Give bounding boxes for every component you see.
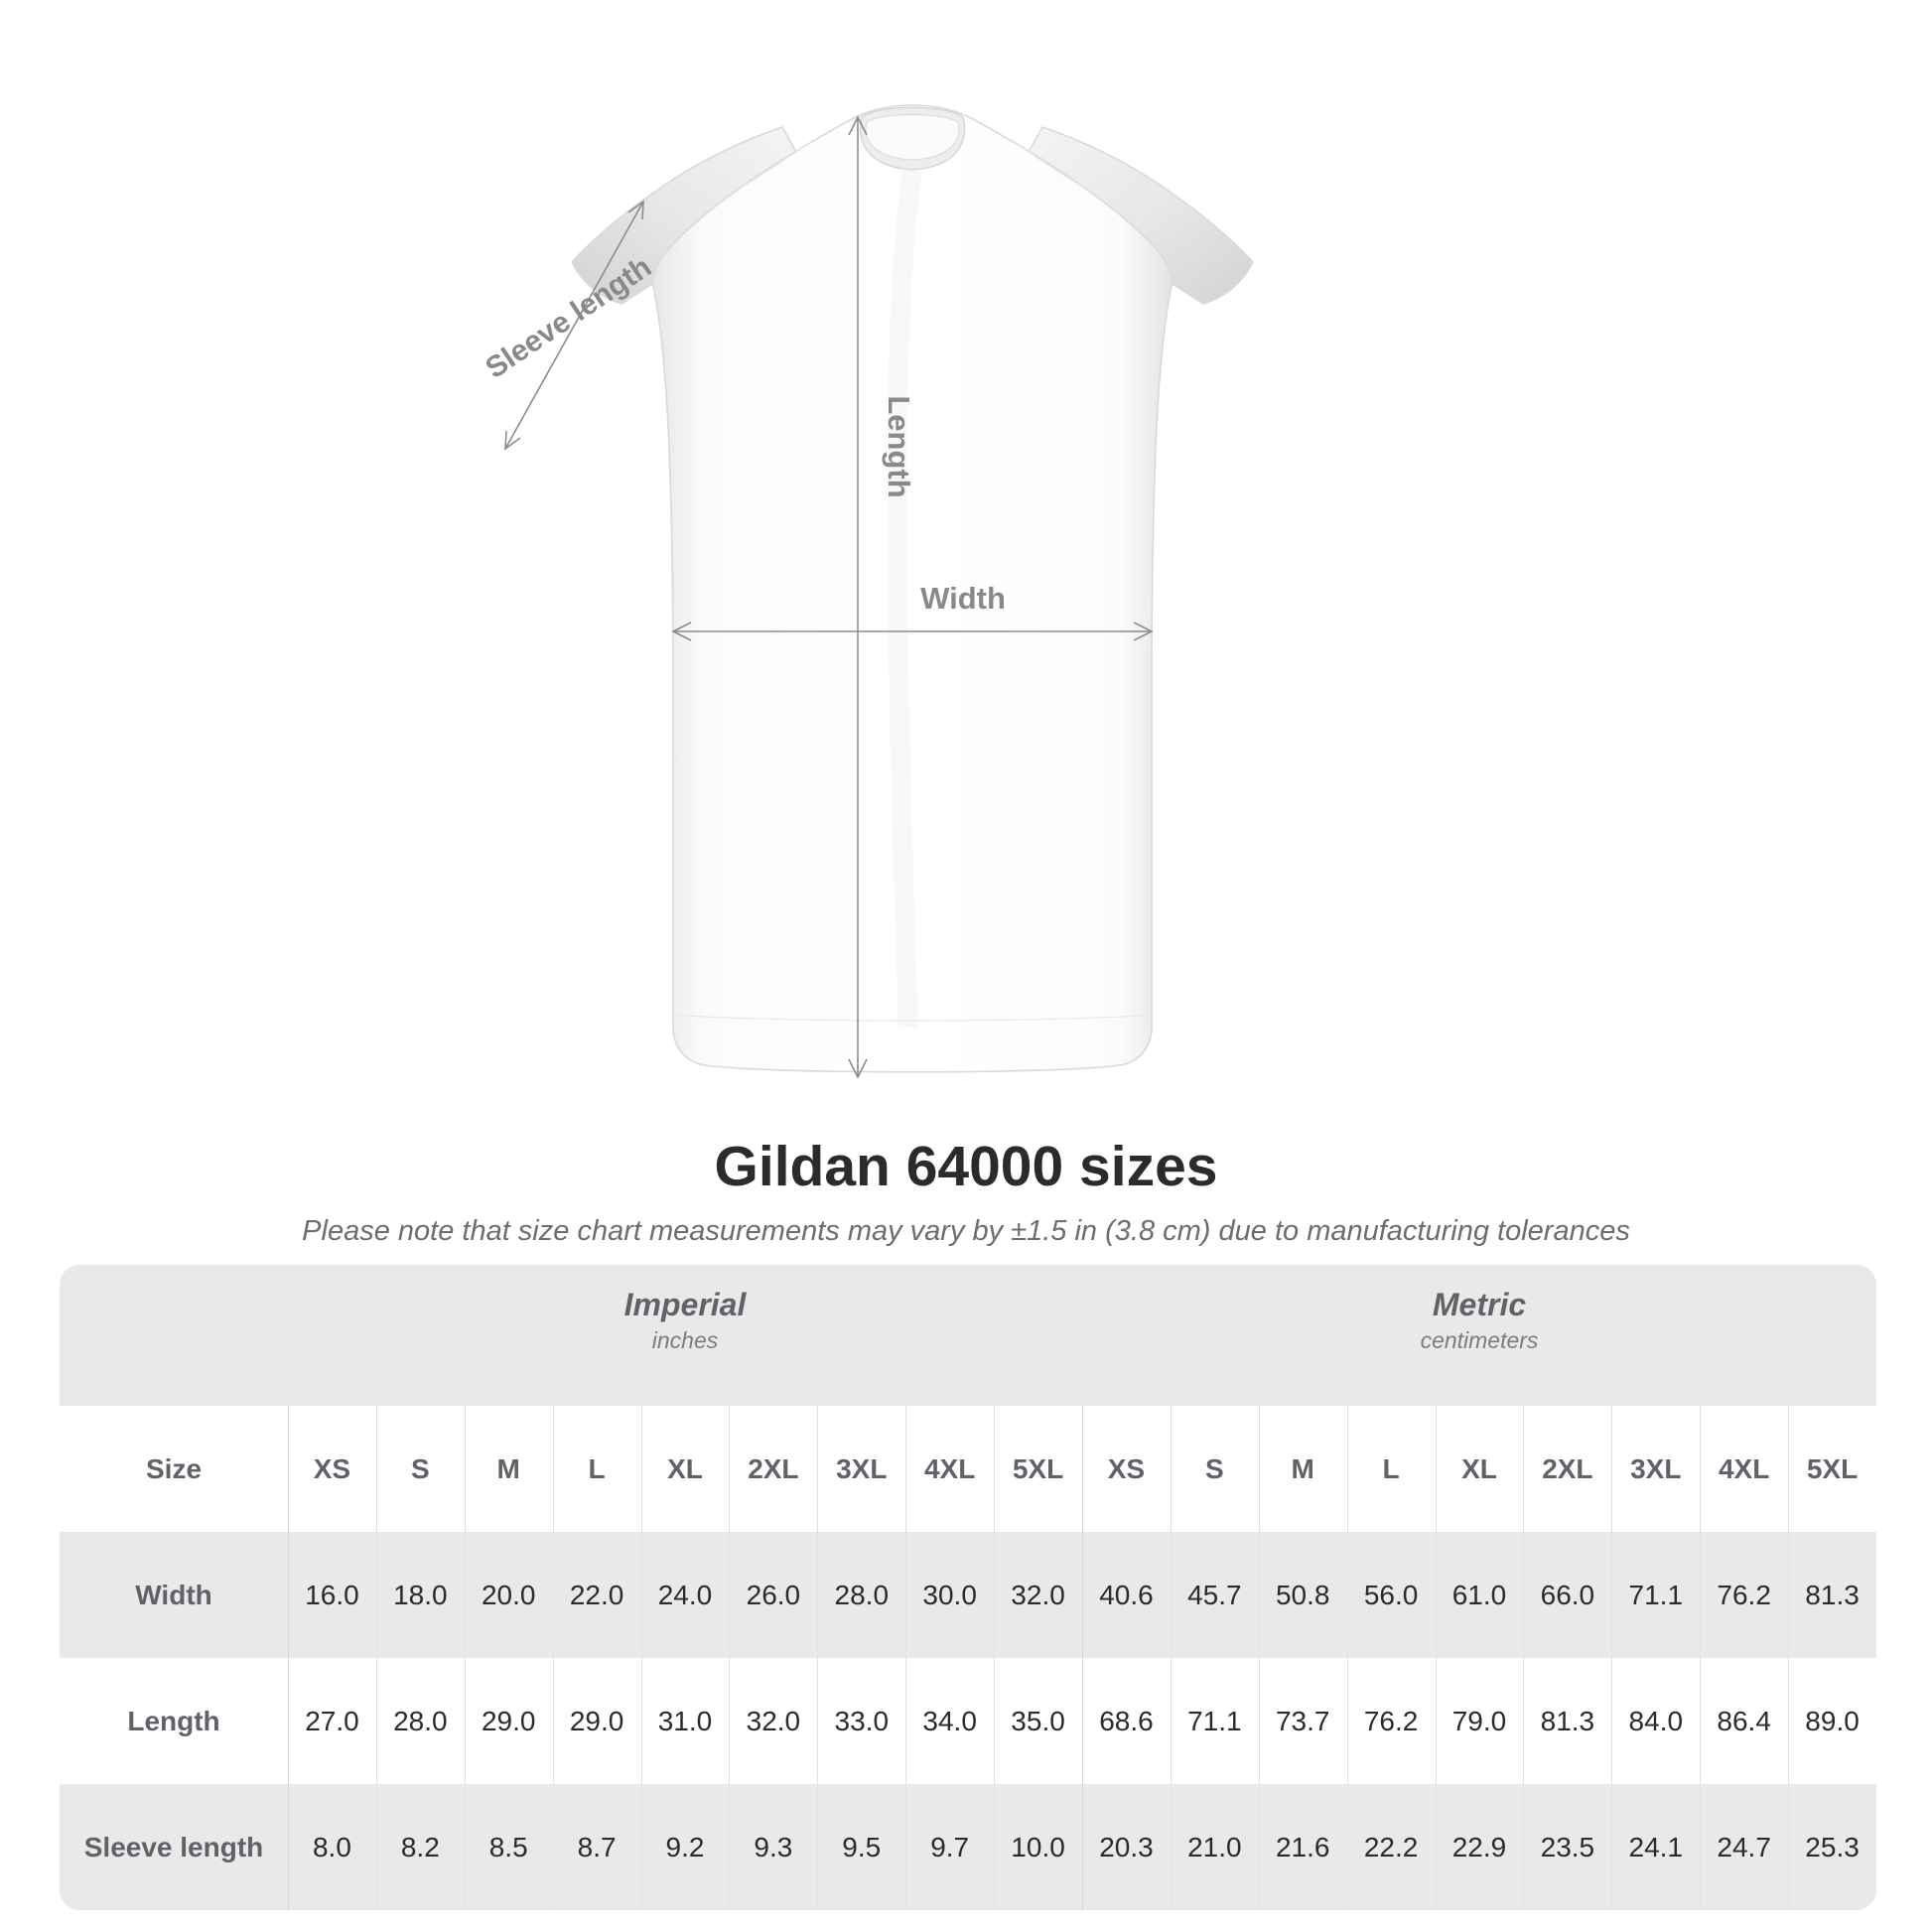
svg-text:Width: Width — [920, 581, 1006, 616]
svg-text:Sleeve length: Sleeve length — [480, 250, 657, 385]
svg-text:Length: Length — [882, 395, 916, 497]
